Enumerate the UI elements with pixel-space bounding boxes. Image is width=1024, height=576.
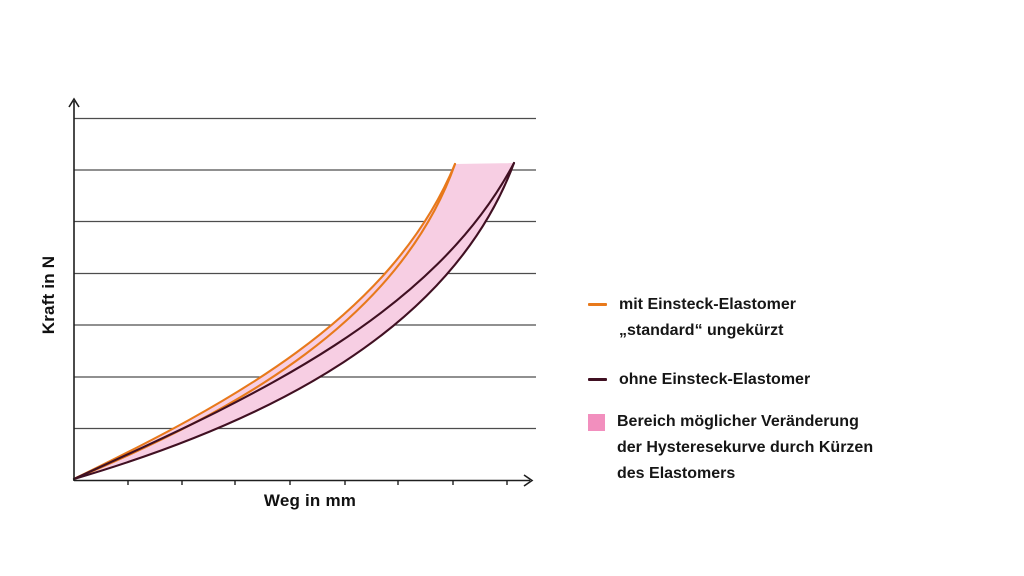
y-axis-arrow-icon [68,97,80,108]
legend-item-variation-area: Bereich möglicher Veränderung der Hyster… [588,409,873,487]
x-axis-arrow-icon [523,474,534,487]
orange-unloading-branch [72,162,457,481]
maroon-line-marker-icon [588,378,607,381]
variation-area [74,163,514,479]
y-axis-label: Kraft in N [39,255,58,335]
legend-item-with-elastomer: mit Einsteck-Elastomer „standard“ ungekü… [588,292,796,344]
maroon-unloading-branch [72,161,516,481]
legend-item-without-elastomer: ohne Einsteck-Elastomer [588,367,810,393]
legend-item-label: mit Einsteck-Elastomer „standard“ ungekü… [619,296,796,339]
orange-line-marker-icon [588,303,607,306]
legend-item-label: Bereich möglicher Veränderung der Hyster… [617,413,874,482]
legend-item-label: ohne Einsteck-Elastomer [619,371,811,388]
curves [72,161,516,481]
x-axis-label: Weg in mm [263,491,357,510]
maroon-loading-branch [72,161,516,481]
pink-area-swatch-icon [588,414,605,431]
